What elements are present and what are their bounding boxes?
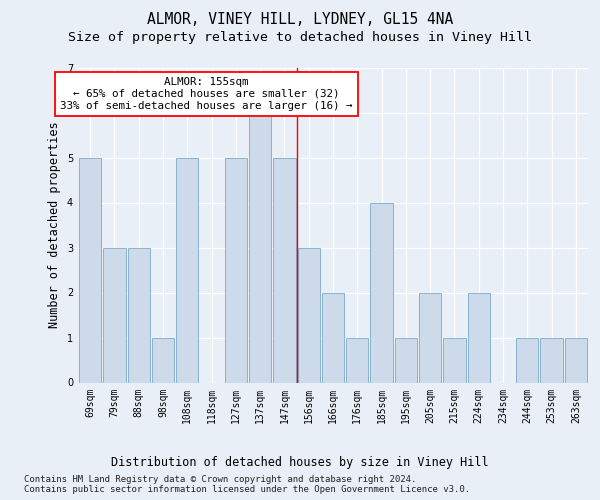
Bar (419, 292, 442, 382)
Text: Contains HM Land Registry data © Crown copyright and database right 2024.: Contains HM Land Registry data © Crown c… (24, 475, 416, 484)
Bar (224, 158, 247, 382)
Bar (541, 338, 563, 382)
Bar (443, 338, 466, 382)
Bar (128, 248, 150, 382)
Text: Distribution of detached houses by size in Viney Hill: Distribution of detached houses by size … (111, 456, 489, 469)
Bar (395, 338, 417, 382)
Bar (176, 158, 199, 382)
Bar (79, 158, 101, 382)
Bar (565, 338, 587, 382)
Bar (249, 112, 271, 382)
Bar (370, 202, 393, 382)
Bar (516, 338, 538, 382)
Bar (322, 292, 344, 382)
Text: Size of property relative to detached houses in Viney Hill: Size of property relative to detached ho… (68, 31, 532, 44)
Bar (298, 248, 320, 382)
Bar (152, 338, 174, 382)
Bar (467, 292, 490, 382)
Bar (273, 158, 296, 382)
Text: Contains public sector information licensed under the Open Government Licence v3: Contains public sector information licen… (24, 485, 470, 494)
Bar (346, 338, 368, 382)
Bar (103, 248, 125, 382)
Text: ALMOR: 155sqm
← 65% of detached houses are smaller (32)
33% of semi-detached hou: ALMOR: 155sqm ← 65% of detached houses a… (61, 78, 353, 110)
Text: ALMOR, VINEY HILL, LYDNEY, GL15 4NA: ALMOR, VINEY HILL, LYDNEY, GL15 4NA (147, 12, 453, 28)
Y-axis label: Number of detached properties: Number of detached properties (49, 122, 61, 328)
